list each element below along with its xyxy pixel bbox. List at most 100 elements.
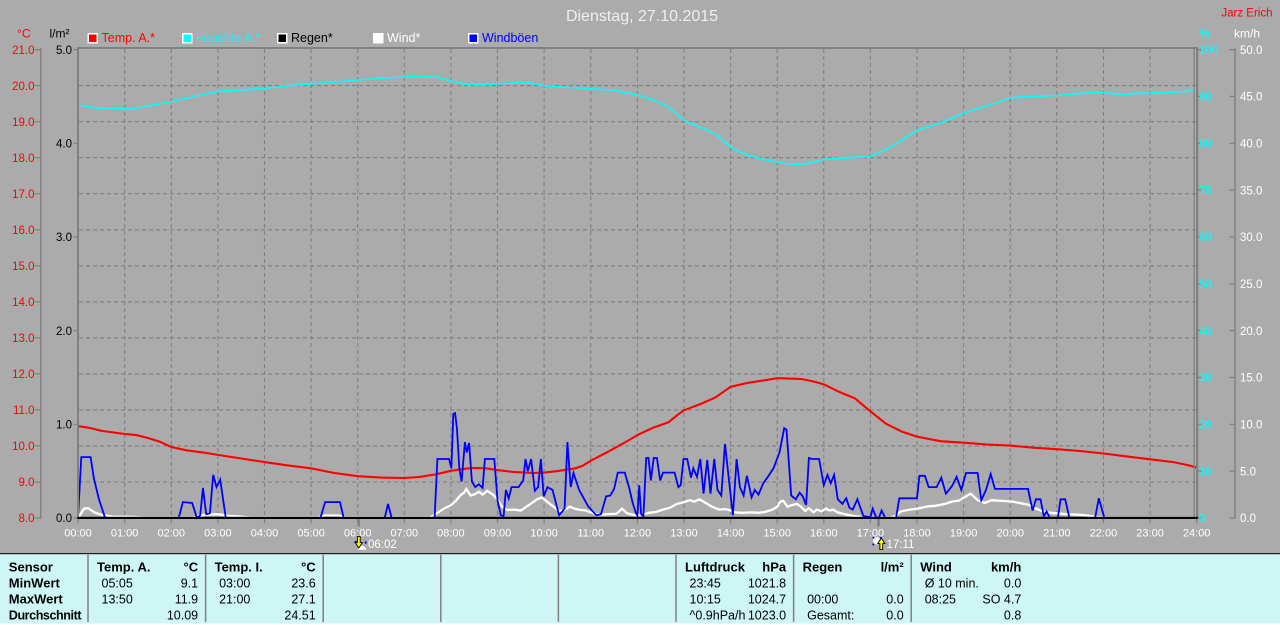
svg-text:11:00: 11:00 bbox=[577, 528, 604, 540]
svg-text:09:00: 09:00 bbox=[484, 528, 512, 540]
svg-text:Feuchte A.*: Feuchte A.* bbox=[196, 31, 261, 45]
svg-text:23.6: 23.6 bbox=[291, 576, 315, 590]
svg-text:02:00: 02:00 bbox=[157, 528, 185, 540]
svg-text:40.0: 40.0 bbox=[1240, 138, 1262, 150]
svg-text:45.0: 45.0 bbox=[1240, 92, 1262, 104]
svg-text:10:00: 10:00 bbox=[530, 528, 558, 540]
svg-text:°C: °C bbox=[17, 27, 31, 41]
svg-text:12:00: 12:00 bbox=[624, 528, 652, 540]
svg-text:%: % bbox=[1199, 27, 1210, 41]
svg-text:°C: °C bbox=[301, 559, 316, 574]
svg-text:MinWert: MinWert bbox=[9, 575, 61, 590]
svg-text:12.0: 12.0 bbox=[12, 369, 34, 381]
svg-text:8.0: 8.0 bbox=[19, 513, 35, 525]
svg-text:MaxWert: MaxWert bbox=[9, 591, 64, 606]
svg-text:23:00: 23:00 bbox=[1136, 528, 1164, 540]
svg-text:km/h: km/h bbox=[991, 559, 1021, 574]
svg-text:0.0: 0.0 bbox=[886, 592, 903, 606]
svg-text:11.9: 11.9 bbox=[175, 592, 198, 606]
svg-text:3.0: 3.0 bbox=[56, 232, 72, 244]
svg-text:9.0: 9.0 bbox=[19, 477, 35, 489]
svg-text:Temp. A.*: Temp. A.* bbox=[102, 31, 156, 45]
svg-text:5.0: 5.0 bbox=[56, 45, 72, 57]
svg-text:23:45: 23:45 bbox=[690, 576, 721, 590]
svg-text:20.0: 20.0 bbox=[1240, 326, 1262, 338]
svg-text:0.8: 0.8 bbox=[1004, 608, 1021, 622]
svg-text:13:00: 13:00 bbox=[670, 528, 698, 540]
svg-text:13.0: 13.0 bbox=[12, 333, 34, 345]
svg-text:21:00: 21:00 bbox=[1043, 528, 1071, 540]
svg-text:30: 30 bbox=[1199, 373, 1212, 385]
svg-text:18.0: 18.0 bbox=[12, 153, 34, 165]
svg-text:50.0: 50.0 bbox=[1240, 45, 1262, 57]
svg-text:21.0: 21.0 bbox=[12, 45, 34, 57]
svg-text:17.0: 17.0 bbox=[12, 189, 34, 201]
svg-text:1.0: 1.0 bbox=[56, 420, 72, 432]
svg-text:^0.9hPa/h: ^0.9hPa/h bbox=[690, 608, 746, 622]
svg-text:Ø 10 min.: Ø 10 min. bbox=[925, 576, 979, 590]
svg-text:10.0: 10.0 bbox=[1240, 420, 1262, 432]
svg-text:10: 10 bbox=[1199, 466, 1212, 478]
svg-text:l/m²: l/m² bbox=[881, 559, 905, 574]
svg-text:4.0: 4.0 bbox=[56, 138, 72, 150]
svg-text:50: 50 bbox=[1199, 279, 1212, 291]
svg-text:90: 90 bbox=[1199, 92, 1212, 104]
svg-text:24:00: 24:00 bbox=[1183, 528, 1211, 540]
svg-text:1024.7: 1024.7 bbox=[748, 592, 786, 606]
svg-text:Wind*: Wind* bbox=[387, 31, 420, 45]
svg-text:40: 40 bbox=[1199, 326, 1212, 338]
svg-text:15.0: 15.0 bbox=[12, 261, 34, 273]
svg-text:0: 0 bbox=[1199, 513, 1205, 525]
svg-text:27.1: 27.1 bbox=[291, 592, 315, 606]
svg-text:70: 70 bbox=[1199, 185, 1212, 197]
svg-text:1021.8: 1021.8 bbox=[748, 576, 786, 590]
svg-text:00:00: 00:00 bbox=[807, 592, 838, 606]
svg-text:04:00: 04:00 bbox=[251, 528, 279, 540]
svg-text:0.0: 0.0 bbox=[1004, 576, 1021, 590]
svg-text:Jarz Erich: Jarz Erich bbox=[1221, 8, 1272, 20]
svg-text:Temp. A.: Temp. A. bbox=[97, 559, 150, 574]
svg-text:08:00: 08:00 bbox=[437, 528, 465, 540]
svg-text:35.0: 35.0 bbox=[1240, 185, 1262, 197]
svg-text:19:00: 19:00 bbox=[950, 528, 978, 540]
svg-text:0.0: 0.0 bbox=[56, 513, 72, 525]
svg-text:Gesamt:: Gesamt: bbox=[807, 608, 854, 622]
svg-text:10:15: 10:15 bbox=[690, 592, 721, 606]
svg-text:17:00: 17:00 bbox=[857, 528, 885, 540]
svg-text:03:00: 03:00 bbox=[204, 528, 232, 540]
svg-text:100: 100 bbox=[1199, 45, 1218, 57]
svg-text:16:00: 16:00 bbox=[810, 528, 838, 540]
svg-text:30.0: 30.0 bbox=[1240, 232, 1262, 244]
svg-text:19.0: 19.0 bbox=[12, 117, 34, 129]
svg-text:SO 4.7: SO 4.7 bbox=[982, 592, 1021, 606]
svg-text:5.0: 5.0 bbox=[1240, 466, 1256, 478]
svg-text:Wind: Wind bbox=[920, 559, 952, 574]
svg-text:24.51: 24.51 bbox=[284, 608, 315, 622]
svg-text:25.0: 25.0 bbox=[1240, 279, 1262, 291]
svg-text:Regen*: Regen* bbox=[291, 31, 333, 45]
svg-text:11.0: 11.0 bbox=[13, 405, 35, 417]
svg-text:00:00: 00:00 bbox=[64, 528, 92, 540]
svg-text:07:00: 07:00 bbox=[391, 528, 419, 540]
svg-text:13:50: 13:50 bbox=[102, 592, 133, 606]
svg-text:18:00: 18:00 bbox=[903, 528, 931, 540]
svg-text:16.0: 16.0 bbox=[12, 225, 34, 237]
svg-text:l/m²: l/m² bbox=[50, 27, 70, 41]
svg-text:10.09: 10.09 bbox=[167, 608, 198, 622]
svg-text:2.0: 2.0 bbox=[56, 326, 72, 338]
svg-text:1023.0: 1023.0 bbox=[748, 608, 786, 622]
svg-text:Windböen: Windböen bbox=[482, 31, 538, 45]
svg-text:°C: °C bbox=[184, 559, 199, 574]
svg-text:80: 80 bbox=[1199, 138, 1212, 150]
svg-text:Sensor: Sensor bbox=[9, 559, 53, 574]
svg-text:9.1: 9.1 bbox=[181, 576, 198, 590]
svg-text:0.0: 0.0 bbox=[886, 608, 903, 622]
svg-text:06:02: 06:02 bbox=[368, 539, 397, 551]
svg-text:Dienstag, 27.10.2015: Dienstag, 27.10.2015 bbox=[566, 8, 718, 25]
svg-text:01:00: 01:00 bbox=[111, 528, 139, 540]
svg-text:10.0: 10.0 bbox=[12, 441, 34, 453]
svg-text:14:00: 14:00 bbox=[717, 528, 745, 540]
svg-text:0.0: 0.0 bbox=[1240, 513, 1256, 525]
svg-text:21:00: 21:00 bbox=[219, 592, 250, 606]
svg-text:Durchschnitt: Durchschnitt bbox=[9, 608, 83, 622]
